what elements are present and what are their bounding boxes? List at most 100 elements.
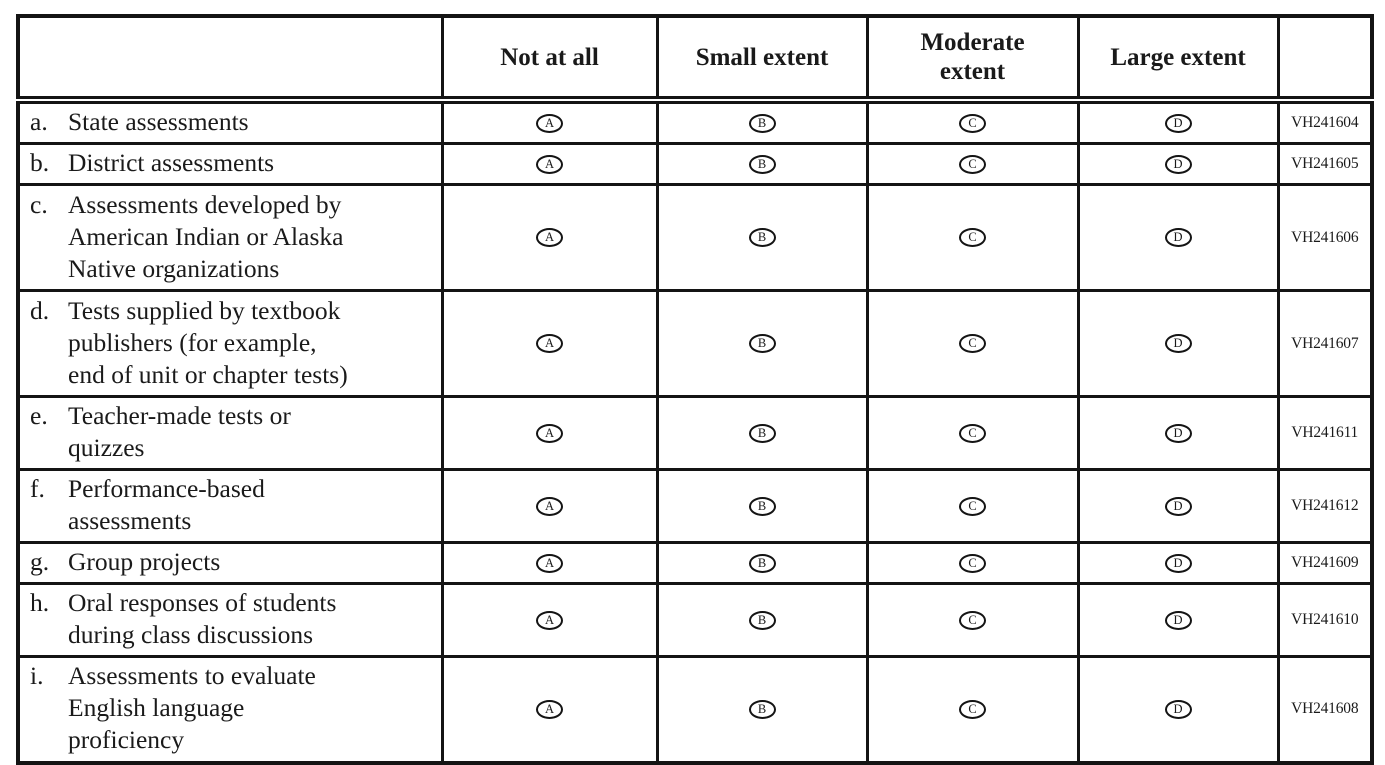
bubble-letter: C xyxy=(968,115,977,130)
bubble-option-a[interactable]: A xyxy=(536,154,563,174)
bubble-option-b[interactable]: B xyxy=(748,423,776,443)
bubble-option-c[interactable]: C xyxy=(959,154,986,174)
row-label-text: Tests supplied by textbook publishers (f… xyxy=(68,295,348,389)
bubble-option-b[interactable]: B xyxy=(748,334,776,353)
bubble-option-b[interactable]: B xyxy=(748,699,776,719)
answer-cell: D xyxy=(1076,142,1280,186)
table-row-a: a. State assessments A B C D VH241604 xyxy=(16,98,1374,145)
table-row-e: e. Teacher-made tests or quizzes A B C D… xyxy=(16,395,1374,471)
row-code: VH241610 xyxy=(1276,582,1374,658)
row-letter: i. xyxy=(30,661,44,691)
answer-cell: A xyxy=(440,541,659,585)
bubble-option-c[interactable]: C xyxy=(959,496,986,516)
bubble-option-c[interactable]: C xyxy=(959,423,986,443)
row-code: VH241609 xyxy=(1276,541,1374,585)
row-label: e. Teacher-made tests or quizzes xyxy=(16,395,444,471)
row-code: VH241604 xyxy=(1276,98,1374,145)
answer-cell: D xyxy=(1076,655,1280,764)
answer-cell: B xyxy=(655,395,869,471)
bubble-option-b[interactable]: B xyxy=(748,113,776,133)
bubble-letter: C xyxy=(968,702,977,716)
bubble-option-a[interactable]: A xyxy=(536,228,563,247)
bubble-option-b[interactable]: B xyxy=(748,496,776,516)
bubble-option-d[interactable]: D xyxy=(1164,553,1192,573)
row-code: VH241612 xyxy=(1276,468,1374,544)
bubble-option-d[interactable]: D xyxy=(1164,610,1192,630)
bubble-option-b[interactable]: B xyxy=(748,154,776,174)
table-row-b: b. District assessments A B C D VH241605 xyxy=(16,142,1374,186)
answer-cell: D xyxy=(1076,395,1280,471)
bubble-option-c[interactable]: C xyxy=(959,334,986,353)
bubble-option-b[interactable]: B xyxy=(748,228,776,247)
row-letter: c. xyxy=(30,189,48,219)
answer-cell: B xyxy=(655,289,869,398)
bubble-option-c[interactable]: C xyxy=(959,553,986,573)
bubble-option-a[interactable]: A xyxy=(536,334,563,353)
bubble-letter: A xyxy=(544,156,555,171)
bubble-letter: C xyxy=(968,612,977,627)
bubble-option-a[interactable]: A xyxy=(536,423,563,443)
row-code: VH241611 xyxy=(1276,395,1374,471)
row-label: f. Performance-based assessments xyxy=(16,468,444,544)
bubble-option-d[interactable]: D xyxy=(1164,496,1192,516)
answer-cell: C xyxy=(865,541,1080,585)
answer-cell: C xyxy=(865,655,1080,764)
bubble-letter: A xyxy=(544,498,555,513)
header-code-blank xyxy=(1276,14,1374,104)
bubble-option-d[interactable]: D xyxy=(1164,154,1192,174)
answer-cell: D xyxy=(1076,541,1280,585)
bubble-letter: B xyxy=(757,498,767,513)
bubble-option-d[interactable]: D xyxy=(1164,228,1192,247)
table-row-f: f. Performance-based assessments A B C D… xyxy=(16,468,1374,544)
row-code: VH241606 xyxy=(1276,183,1374,292)
table-row-d: d. Tests supplied by textbook publishers… xyxy=(16,289,1374,398)
bubble-option-c[interactable]: C xyxy=(959,610,986,630)
bubble-option-a[interactable]: A xyxy=(536,699,563,719)
bubble-option-d[interactable]: D xyxy=(1164,334,1192,353)
bubble-option-c[interactable]: C xyxy=(959,699,986,719)
row-label-text: Assessments to evaluate English language… xyxy=(68,661,316,755)
bubble-option-c[interactable]: C xyxy=(959,228,986,247)
answer-cell: C xyxy=(865,142,1080,186)
row-label-text: Performance-based assessments xyxy=(68,474,265,535)
bubble-letter: D xyxy=(1173,555,1183,570)
bubble-letter: B xyxy=(757,230,767,245)
bubble-option-b[interactable]: B xyxy=(748,610,776,630)
header-large-extent: Large extent xyxy=(1076,14,1280,104)
bubble-option-c[interactable]: C xyxy=(959,113,986,133)
bubble-letter: D xyxy=(1173,336,1183,351)
bubble-option-d[interactable]: D xyxy=(1164,113,1192,133)
row-label-text: State assessments xyxy=(68,107,249,136)
bubble-option-a[interactable]: A xyxy=(536,113,563,133)
bubble-letter: D xyxy=(1173,425,1183,440)
bubble-letter: B xyxy=(757,156,767,171)
header-moderate-extent: Moderate extent xyxy=(865,14,1080,104)
answer-cell: C xyxy=(865,468,1080,544)
bubble-option-a[interactable]: A xyxy=(536,610,563,630)
bubble-letter: C xyxy=(968,555,977,570)
bubble-option-d[interactable]: D xyxy=(1164,423,1192,443)
bubble-letter: A xyxy=(544,230,555,245)
row-letter: d. xyxy=(30,295,50,325)
row-letter: b. xyxy=(30,148,50,177)
bubble-option-b[interactable]: B xyxy=(748,553,776,573)
bubble-letter: D xyxy=(1173,612,1183,627)
answer-cell: C xyxy=(865,98,1080,145)
bubble-option-a[interactable]: A xyxy=(536,553,563,573)
row-label: g. Group projects xyxy=(16,541,444,585)
answer-cell: C xyxy=(865,183,1080,292)
answer-cell: B xyxy=(655,183,869,292)
answer-cell: D xyxy=(1076,98,1280,145)
answer-cell: B xyxy=(655,98,869,145)
answer-cell: C xyxy=(865,582,1080,658)
answer-cell: D xyxy=(1076,183,1280,292)
bubble-letter: A xyxy=(544,425,555,440)
bubble-option-a[interactable]: A xyxy=(536,496,563,516)
bubble-letter: D xyxy=(1173,115,1183,130)
bubble-letter: B xyxy=(757,555,767,570)
bubble-option-d[interactable]: D xyxy=(1164,699,1192,719)
bubble-letter: A xyxy=(544,555,555,570)
bubble-letter: C xyxy=(968,336,977,351)
bubble-letter: B xyxy=(757,702,767,716)
row-label: d. Tests supplied by textbook publishers… xyxy=(16,289,444,398)
